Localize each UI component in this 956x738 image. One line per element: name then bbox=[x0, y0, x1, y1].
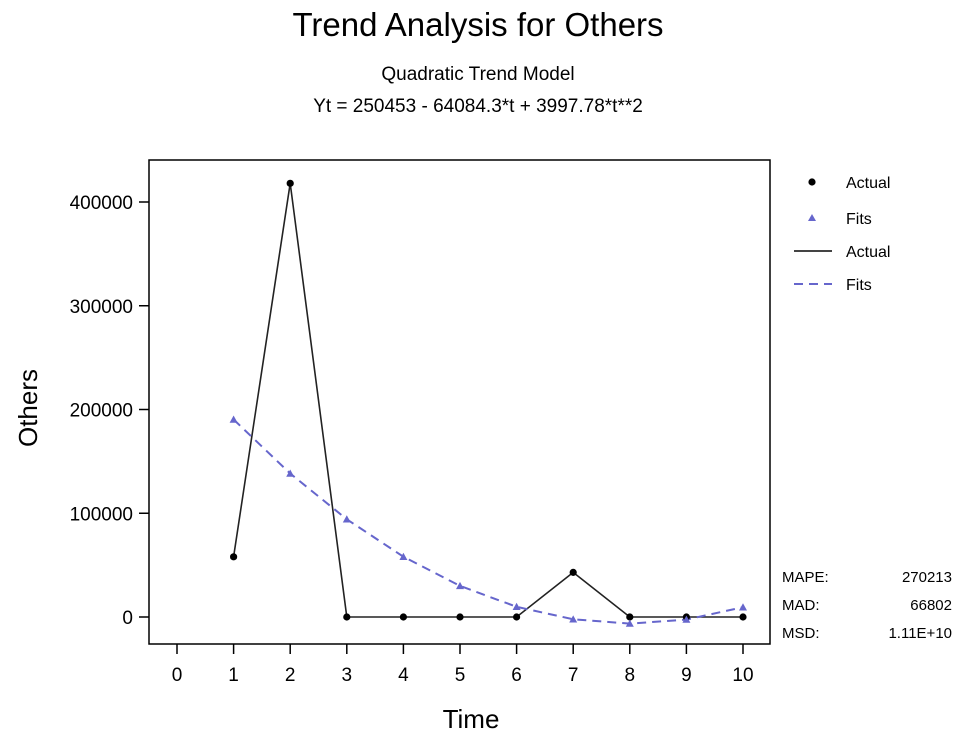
stat-value: 270213 bbox=[902, 569, 952, 586]
legend-label: Actual bbox=[846, 175, 890, 192]
actual-point bbox=[343, 613, 351, 621]
fits-point bbox=[399, 552, 408, 560]
legend-label: Actual bbox=[846, 244, 890, 261]
legend-item-marker-actual: Actual bbox=[808, 175, 890, 192]
legend-item-line-actual: Actual bbox=[794, 244, 890, 261]
y-tick-label: 200000 bbox=[70, 401, 133, 422]
series-points bbox=[229, 179, 747, 627]
series-line-fits bbox=[232, 418, 744, 625]
series-lines bbox=[232, 183, 744, 625]
x-tick-label: 9 bbox=[681, 665, 692, 686]
x-tick-label: 4 bbox=[398, 665, 409, 686]
x-axis-title: Time bbox=[443, 704, 500, 734]
chart-title: Trend Analysis for Others bbox=[292, 6, 664, 43]
x-tick-label: 2 bbox=[285, 665, 296, 686]
chart-subtitle: Quadratic Trend Model bbox=[381, 64, 575, 85]
fits-point bbox=[342, 515, 351, 523]
y-axis-title: Others bbox=[13, 369, 43, 447]
legend-item-line-fits: Fits bbox=[794, 277, 872, 294]
accuracy-measures: MAPE: 270213 MAD: 66802 MSD: 1.11E+10 bbox=[782, 569, 952, 642]
legend-triangle-icon bbox=[808, 214, 816, 221]
stat-label: MSD: bbox=[782, 625, 820, 642]
x-tick-label: 6 bbox=[511, 665, 522, 686]
x-tick-label: 5 bbox=[455, 665, 466, 686]
y-tick-label: 100000 bbox=[70, 504, 133, 525]
actual-point bbox=[456, 613, 464, 621]
x-tick-label: 10 bbox=[732, 665, 753, 686]
actual-point bbox=[569, 568, 577, 576]
x-tick-label: 3 bbox=[342, 665, 353, 686]
legend-label: Fits bbox=[846, 211, 872, 228]
legend-label: Fits bbox=[846, 277, 872, 294]
actual-point bbox=[399, 613, 407, 621]
fits-point bbox=[229, 415, 238, 423]
actual-point bbox=[626, 613, 634, 621]
y-axis: 0 100000 200000 300000 400000 bbox=[70, 193, 149, 629]
stat-label: MAD: bbox=[782, 597, 820, 614]
x-tick-label: 7 bbox=[568, 665, 579, 686]
actual-point bbox=[230, 553, 238, 561]
x-tick-label: 8 bbox=[625, 665, 636, 686]
y-tick-label: 0 bbox=[122, 608, 133, 629]
legend: Actual Fits Actual Fits bbox=[794, 175, 890, 294]
fits-point bbox=[682, 615, 691, 623]
fits-point bbox=[286, 469, 295, 477]
stat-value: 1.11E+10 bbox=[888, 625, 952, 642]
actual-point bbox=[286, 179, 294, 187]
y-tick-label: 300000 bbox=[70, 297, 133, 318]
fits-point bbox=[739, 603, 747, 611]
stat-label: MAPE: bbox=[782, 569, 829, 586]
x-axis: 0 1 2 3 4 5 6 7 8 9 10 bbox=[172, 644, 754, 686]
legend-item-marker-fits: Fits bbox=[808, 211, 872, 228]
actual-point bbox=[513, 613, 521, 621]
series-line-actual bbox=[232, 183, 743, 618]
plot-area bbox=[148, 159, 771, 645]
x-tick-label: 0 bbox=[172, 665, 183, 686]
fits-point bbox=[569, 615, 578, 623]
legend-circle-icon bbox=[808, 178, 816, 186]
model-equation: Yt = 250453 - 64084.3*t + 3997.78*t**2 bbox=[313, 96, 643, 117]
y-tick-label: 400000 bbox=[70, 193, 133, 214]
fits-point bbox=[625, 619, 634, 627]
fits-point bbox=[456, 581, 464, 590]
stat-value: 66802 bbox=[910, 597, 952, 614]
actual-point bbox=[739, 613, 747, 621]
x-tick-label: 1 bbox=[228, 665, 239, 686]
fits-point bbox=[512, 602, 521, 610]
